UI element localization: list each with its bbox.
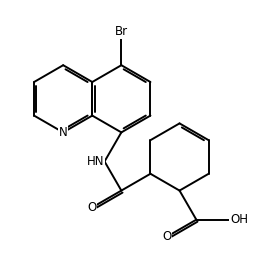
Text: O: O <box>88 201 97 214</box>
Text: OH: OH <box>230 213 248 226</box>
Text: O: O <box>163 230 172 243</box>
Text: Br: Br <box>115 25 128 38</box>
Text: N: N <box>59 126 68 139</box>
Text: HN: HN <box>87 155 105 168</box>
